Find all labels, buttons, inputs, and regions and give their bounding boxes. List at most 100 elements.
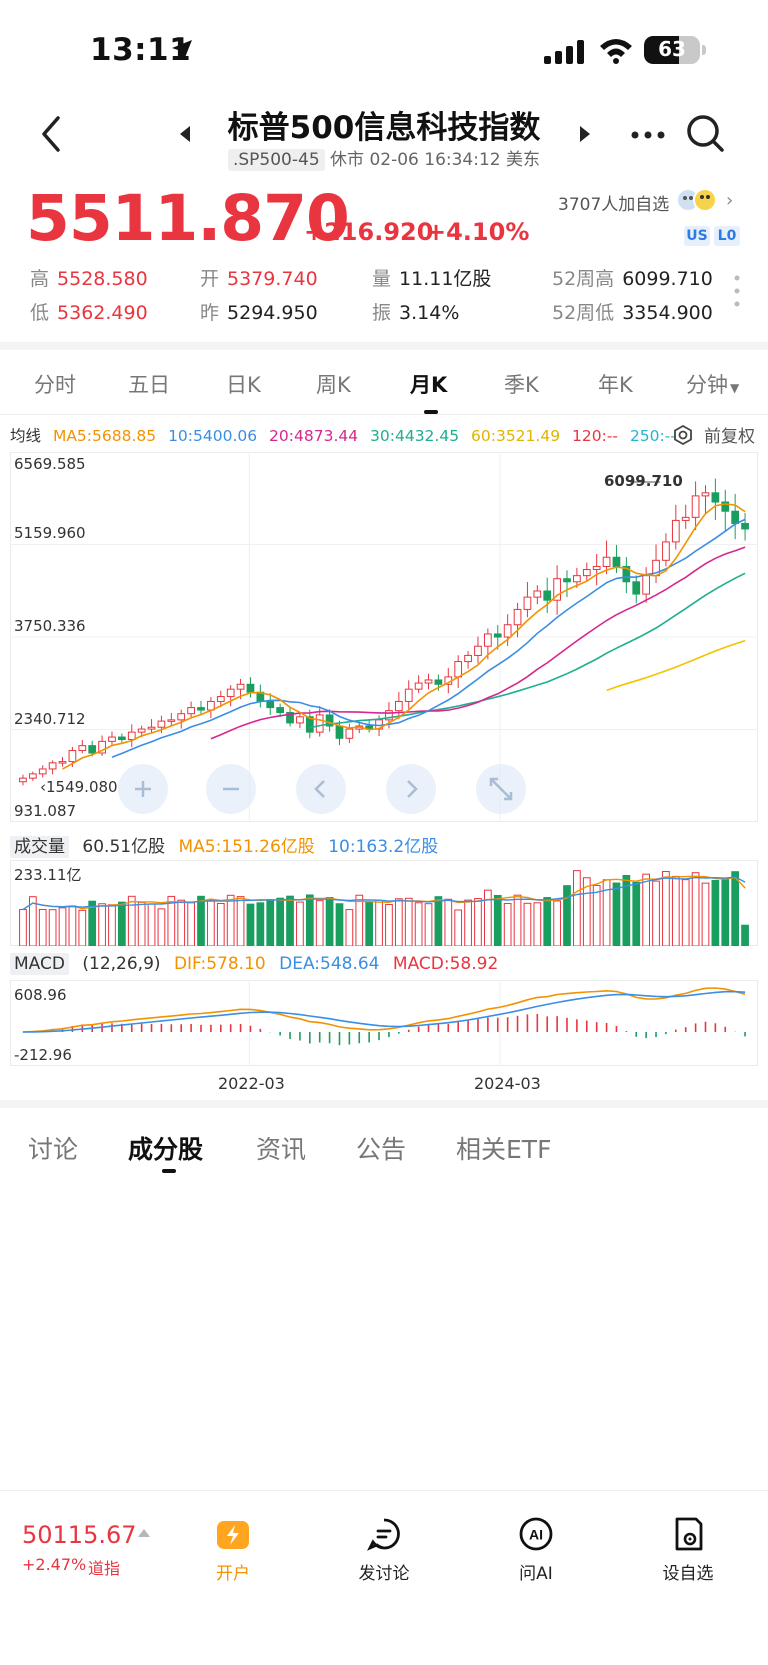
candle-body (632, 581, 641, 595)
ma-legend: 均线 MA5:5688.85 10:5400.06 20:4873.44 30:… (10, 424, 683, 446)
more-stats-icon[interactable] (734, 274, 740, 308)
next-index-button[interactable] (576, 124, 594, 144)
tab-quarterly-k[interactable]: 季K (504, 373, 539, 397)
candle-body (98, 740, 106, 754)
chevron-right-icon (407, 780, 418, 798)
ma120-value: 120:-- (572, 427, 618, 445)
stat-52w-high: 52周高 6099.710 (552, 268, 713, 290)
tab-weekly-k[interactable]: 周K (316, 373, 351, 397)
tab-yearly-k[interactable]: 年K (598, 373, 633, 397)
tab-news[interactable]: 资讯 (256, 1135, 307, 1164)
volume-bar (88, 900, 97, 946)
content-tabs: 讨论 成分股 资讯 公告 相关ETF (0, 1108, 768, 1178)
candle-body (394, 700, 403, 712)
pan-right-button[interactable] (386, 764, 436, 814)
ma5-line (62, 503, 746, 770)
divider (0, 414, 768, 415)
candle-body (454, 661, 463, 678)
candle-body (286, 711, 294, 724)
add-watchlist-button[interactable]: 设自选 (638, 1517, 738, 1584)
candle-body (424, 679, 433, 684)
tab-daily-k[interactable]: 日K (226, 373, 261, 397)
candle-body (602, 556, 611, 567)
candle-body (414, 682, 423, 690)
stat-volume: 量 11.11亿股 (372, 268, 492, 290)
ask-ai-button[interactable]: AI 问AI (486, 1517, 586, 1584)
tab-intraday[interactable]: 分时 (34, 373, 76, 397)
search-button[interactable] (684, 112, 726, 154)
ma60-value: 60:3521.49 (471, 427, 561, 445)
tab-constituents[interactable]: 成分股 (128, 1135, 204, 1164)
volume-bar (721, 878, 730, 946)
volume-bar (434, 896, 443, 946)
prev-index-button[interactable] (176, 124, 194, 144)
volume-label[interactable]: 成交量 (10, 836, 69, 858)
volume-bar (503, 903, 512, 946)
bottom-bar: 50115.67 +2.47% 道指 开户 发讨论 AI 问AI 设自选 (0, 1490, 768, 1665)
tab-5day[interactable]: 五日 (128, 373, 170, 397)
ask-ai-label: 问AI (519, 1564, 553, 1584)
tab-discussion[interactable]: 讨论 (28, 1135, 79, 1164)
tab-minute[interactable]: 分钟 ▼ (686, 373, 740, 397)
tab-announcements[interactable]: 公告 (356, 1135, 407, 1164)
volume-ma10-line (22, 876, 746, 911)
volume-bar (325, 897, 334, 946)
settings-hex-icon[interactable] (672, 424, 694, 446)
open-account-button[interactable]: 开户 (183, 1517, 283, 1584)
volume-bar (167, 895, 176, 946)
volume-bar (108, 904, 116, 946)
volume-bar (305, 894, 314, 946)
volume-bar (731, 871, 740, 946)
candle-body (236, 683, 245, 690)
volume-bar (207, 899, 215, 946)
volume-bar (671, 875, 680, 946)
candle-body (305, 716, 314, 733)
volume-ma10: 10:163.2亿股 (328, 837, 439, 857)
candle-body (711, 492, 720, 503)
volume-bar (147, 903, 156, 946)
macd-label[interactable]: MACD (10, 953, 69, 975)
watchers-count[interactable]: 3707人加自选 (558, 195, 670, 215)
volume-bar (523, 902, 532, 946)
zoom-out-button[interactable] (206, 764, 256, 814)
macd-chart[interactable] (10, 980, 758, 1066)
fullscreen-button[interactable] (476, 764, 526, 814)
volume-bar (444, 898, 453, 946)
stat-prev-close: 昨 5294.950 (200, 302, 318, 324)
candle-body (108, 736, 116, 742)
ticker-change: +2.47% (22, 1555, 87, 1574)
x-tick-2024: 2024-03 (474, 1074, 541, 1093)
status-bar: 13:11 63 (0, 0, 768, 100)
adjust-mode-button[interactable]: 前复权 (704, 427, 755, 447)
volume-bar (315, 900, 324, 946)
candle-body (335, 725, 344, 739)
volume-bar (394, 898, 403, 946)
chevron-right-icon[interactable]: › (726, 190, 734, 211)
ma20-value: 20:4873.44 (269, 427, 359, 445)
candle-body (216, 696, 225, 702)
volume-value: 60.51亿股 (82, 837, 166, 857)
candlestick-chart[interactable] (10, 452, 758, 822)
candle-body (296, 716, 304, 724)
tab-monthly-k[interactable]: 月K (410, 373, 448, 397)
pan-left-button[interactable] (296, 764, 346, 814)
avatars-icon[interactable] (676, 186, 718, 214)
volume-chart[interactable] (10, 860, 758, 946)
tab-related-etf[interactable]: 相关ETF (456, 1135, 552, 1164)
caret-down-icon: ▼ (730, 381, 740, 395)
candle-body (78, 745, 87, 752)
volume-bar (612, 882, 621, 946)
tab-active-underline (424, 410, 438, 414)
volume-bar (286, 895, 294, 946)
candle-body (681, 516, 690, 521)
candle-body (177, 713, 186, 721)
stat-open: 开 5379.740 (200, 268, 318, 290)
candle-body (38, 768, 47, 775)
volume-bar (118, 901, 126, 946)
more-button[interactable] (628, 120, 668, 150)
back-button[interactable] (36, 114, 68, 154)
zoom-in-button[interactable] (118, 764, 168, 814)
volume-bar (701, 882, 710, 946)
post-discussion-button[interactable]: 发讨论 (334, 1517, 434, 1584)
volume-bar (28, 896, 37, 946)
